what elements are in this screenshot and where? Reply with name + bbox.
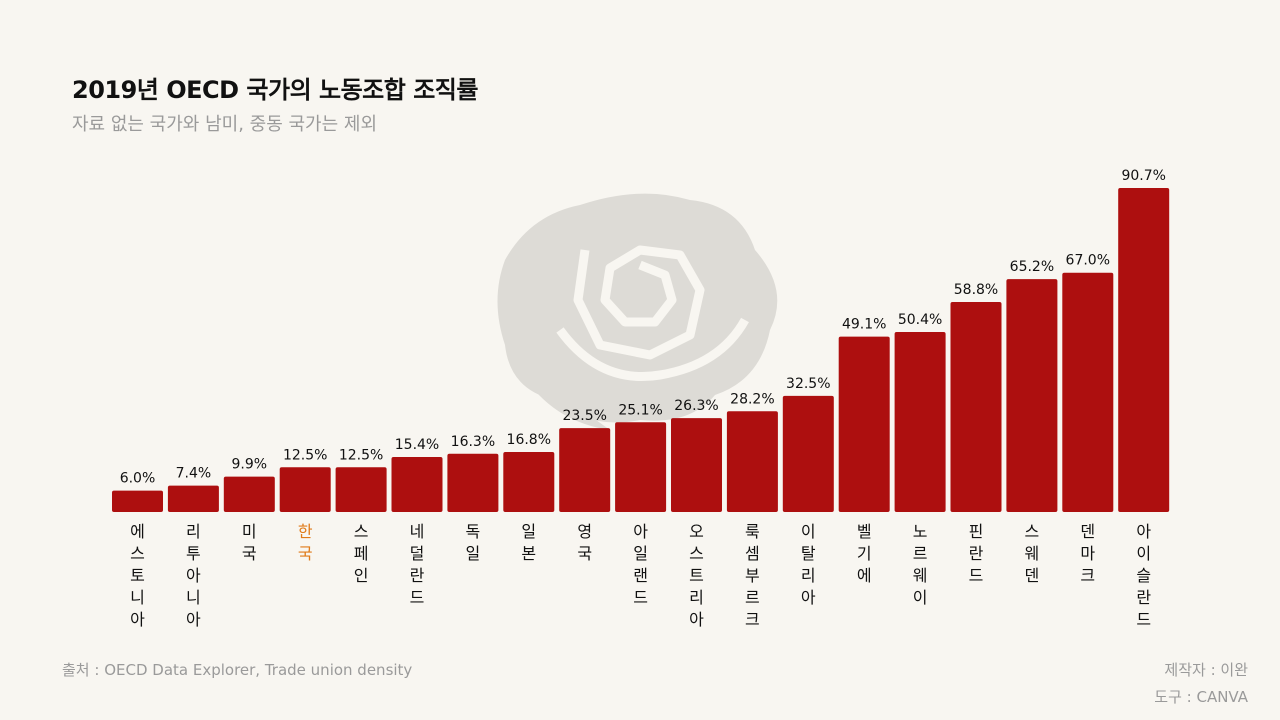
- bar-value-label: 9.9%: [232, 457, 268, 473]
- bar-value-label: 7.4%: [176, 466, 212, 482]
- bar: [1006, 279, 1058, 512]
- bar-value-label: 23.5%: [562, 408, 606, 424]
- author-credit: 제작자 : 이완: [1164, 661, 1248, 679]
- rose-swirl-shape: [556, 245, 749, 382]
- bar-value-label: 15.4%: [395, 437, 439, 453]
- bar-value-label: 28.2%: [730, 391, 774, 407]
- bar: [615, 422, 667, 512]
- bar-value-label: 6.0%: [120, 471, 156, 487]
- bar-value-label: 90.7%: [1121, 168, 1165, 184]
- bar: [1062, 272, 1114, 512]
- bar: [1118, 188, 1170, 512]
- bar: [726, 411, 778, 512]
- bar-value-label: 58.8%: [954, 282, 998, 298]
- bar: [782, 395, 834, 512]
- bar-value-label: 50.4%: [898, 312, 942, 328]
- bar-value-label: 16.8%: [507, 432, 551, 448]
- bar-value-label: 12.5%: [283, 447, 327, 463]
- bar: [950, 302, 1002, 512]
- rose-icon: [497, 193, 778, 430]
- bar: [391, 457, 443, 512]
- bar: [167, 485, 219, 512]
- tool-credit: 도구 : CANVA: [1154, 688, 1248, 706]
- label-group: 6.0% 에 스 토 니 아 7.4% 리 투 아 니 아 9.9% 미 국 12.5% 한 국 12.5% 스 페 인 1…: [120, 168, 1166, 629]
- bar: [503, 452, 555, 512]
- source-note: 출처 : OECD Data Explorer, Trade union den…: [62, 661, 413, 679]
- bar-group: [112, 188, 1170, 512]
- bar-value-label: 25.1%: [618, 402, 662, 418]
- bar: [447, 453, 499, 512]
- rose-petals-shape: [497, 193, 778, 423]
- bar-value-label: 16.3%: [451, 434, 495, 450]
- credits: 제작자 : 이완 도구 : CANVA: [1154, 657, 1248, 711]
- chart-subtitle: 자료 없는 국가와 남미, 중동 국가는 제외: [72, 114, 378, 135]
- chart-title: 2019년 OECD 국가의 노동조합 조직률: [72, 76, 478, 104]
- bar-value-label: 32.5%: [786, 376, 830, 392]
- bar-value-label: 12.5%: [339, 447, 383, 463]
- bar-value-label: 65.2%: [1010, 259, 1054, 275]
- bar: [894, 332, 946, 512]
- bar: [838, 336, 890, 512]
- bar: [559, 428, 611, 512]
- bar: [279, 467, 331, 512]
- bar: [335, 467, 387, 512]
- bar: [671, 418, 722, 512]
- bar-value-label: 67.0%: [1066, 253, 1110, 269]
- bar: [223, 476, 275, 512]
- bar-value-label: 26.3%: [674, 398, 718, 414]
- bar: [112, 490, 163, 512]
- bar-value-label: 49.1%: [842, 317, 886, 333]
